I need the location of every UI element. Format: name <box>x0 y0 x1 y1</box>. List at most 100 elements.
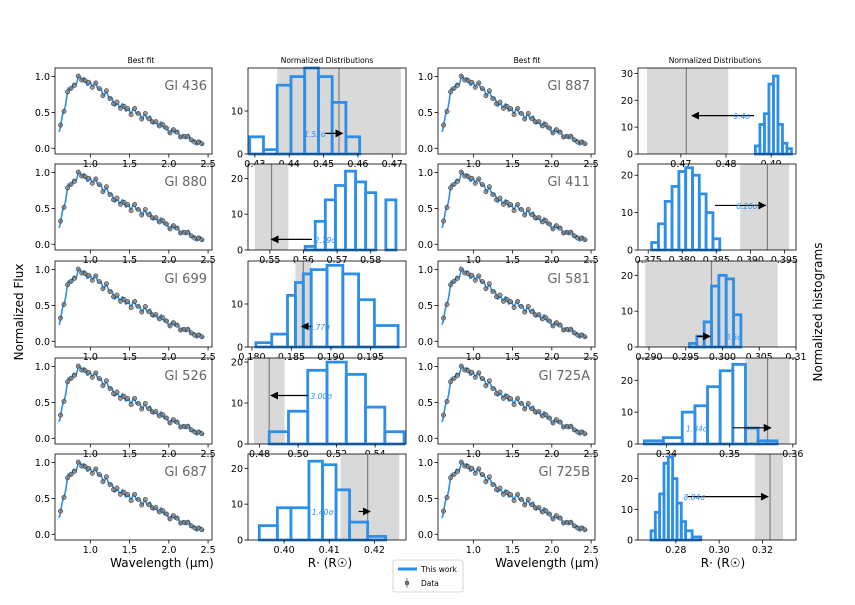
x-tick-label: 0.28 <box>665 545 686 556</box>
x-tick-label: 0.45 <box>313 159 334 170</box>
ylabel-normalized-histograms: Normalized histograms <box>811 243 825 382</box>
data-point <box>444 301 450 307</box>
data-point <box>100 383 106 389</box>
y-tick-label: 0.0 <box>35 240 50 251</box>
y-tick-label: 20 <box>231 174 243 185</box>
data-point <box>571 523 577 529</box>
data-point <box>171 320 176 326</box>
data-point <box>171 513 176 519</box>
y-tick-label: 30 <box>621 69 633 80</box>
data-point <box>199 334 205 340</box>
data-point <box>114 389 120 395</box>
axes-frame <box>54 357 213 445</box>
x-tick-label: 2.5 <box>201 449 216 460</box>
data-point <box>486 88 492 94</box>
data-point <box>100 189 106 195</box>
y-tick-label: 0.0 <box>35 434 50 445</box>
data-point <box>455 468 461 474</box>
data-point <box>476 176 482 182</box>
data-point <box>142 401 148 406</box>
sigma-label: 0.77σ <box>308 323 330 332</box>
panel-histogram-gl-411: 6.20σ 0.375 0.380 0.385 0.390 0.395 0 10 20 <box>621 163 798 266</box>
histogram-bar <box>661 436 684 446</box>
data-point <box>483 93 489 99</box>
data-point <box>65 185 71 191</box>
data-point <box>448 89 454 95</box>
data-point <box>547 221 552 227</box>
data-point <box>132 491 138 497</box>
axes-frame <box>437 260 596 348</box>
data-point <box>550 420 556 426</box>
y-tick-label: 1.0 <box>418 168 433 179</box>
data-point <box>199 527 205 533</box>
data-point <box>61 494 67 500</box>
x-tick-label: 1.0 <box>466 545 481 556</box>
data-point <box>444 108 450 114</box>
data-point <box>167 323 173 329</box>
y-tick-label: 1.0 <box>418 265 433 276</box>
data-point <box>160 218 166 224</box>
data-point <box>96 182 102 188</box>
y-tick-label: 1.0 <box>418 72 433 83</box>
x-tick-label: 2.5 <box>584 449 599 460</box>
data-point <box>128 498 134 504</box>
x-tick-label: 0.305 <box>746 352 773 363</box>
histogram-bar <box>321 463 338 542</box>
data-point <box>508 396 514 402</box>
data-point <box>497 389 503 395</box>
data-point <box>96 472 102 478</box>
y-tick-label: 10 <box>621 408 633 419</box>
data-point <box>511 208 517 214</box>
data-point <box>469 79 475 85</box>
data-point <box>515 395 521 401</box>
y-tick-label: 0.0 <box>418 434 433 445</box>
x-tick-label: 0.48 <box>715 159 736 170</box>
data-point <box>96 86 102 92</box>
data-point <box>75 169 81 175</box>
data-point <box>72 468 78 474</box>
axes-frame <box>437 163 596 251</box>
data-point <box>135 303 141 309</box>
xlabel-radius-left: R⋅ (R☉) <box>308 556 352 570</box>
x-tick-label: 2.5 <box>584 255 599 266</box>
data-point <box>448 282 454 288</box>
data-point <box>529 116 535 122</box>
x-tick-label: 0.32 <box>752 545 773 556</box>
y-tick-label: 1.0 <box>35 362 50 373</box>
x-tick-label: 1.5 <box>505 255 520 266</box>
data-point <box>96 279 102 285</box>
data-point <box>547 318 552 324</box>
histogram-bar <box>270 332 289 349</box>
star-name: Gl 699 <box>164 272 207 287</box>
y-tick-label: 10 <box>231 107 243 118</box>
data-point <box>490 482 496 488</box>
data-point <box>160 412 166 418</box>
histogram-bar <box>306 368 329 446</box>
histogram-bar <box>364 191 378 252</box>
data-point <box>518 110 524 116</box>
data-point <box>451 471 457 477</box>
data-point <box>103 184 109 190</box>
data-point <box>114 485 120 491</box>
data-point <box>568 229 574 235</box>
x-tick-label: 0.385 <box>703 255 730 266</box>
y-tick-label: 0 <box>237 246 243 257</box>
data-point <box>479 279 485 285</box>
data-point <box>142 111 148 116</box>
histogram-bar <box>287 409 310 446</box>
y-tick-label: 0.0 <box>35 144 50 155</box>
data-point <box>529 406 535 412</box>
data-point <box>93 466 99 472</box>
data-point <box>458 73 464 79</box>
x-tick-label: 2.5 <box>584 159 599 170</box>
data-point <box>100 479 106 485</box>
sigma-label: 8.84σ <box>684 493 706 502</box>
x-tick-label: 0.30 <box>709 545 730 556</box>
y-tick-label: 0.5 <box>35 398 50 409</box>
sigma-label: 1.40σ <box>312 508 334 517</box>
data-point <box>146 502 152 508</box>
y-tick-label: 20 <box>621 376 633 387</box>
xlabel-wavelength-right: Wavelength (μm) <box>495 556 599 570</box>
col-title-3: Best fit <box>514 56 541 65</box>
